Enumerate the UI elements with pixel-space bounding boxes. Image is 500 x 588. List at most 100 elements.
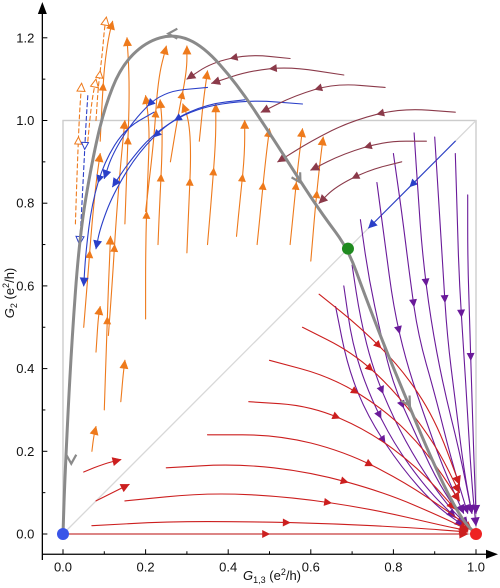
flow-mid-arrowhead [94,69,104,79]
flow-line [78,95,89,246]
y-tick-label: 1.0 [16,113,34,128]
flow-mid-arrowhead [268,64,278,73]
flow-arrowhead [105,235,115,245]
flow-line-group [145,45,169,213]
separatrix-arrowhead [166,27,178,40]
flow-line-group [310,140,427,171]
flow-line [301,326,461,494]
flow-line [95,483,130,502]
flow-arrowhead [310,162,321,171]
flow-line [83,459,122,473]
x-axis-label-main: G [243,568,253,583]
flow-line [248,401,456,510]
flow-line [268,359,461,502]
flow-arrowhead [100,15,110,27]
flow-line-group [165,464,469,531]
y-tick-label: 0.0 [16,527,34,542]
flow-mid-arrowhead [229,52,239,61]
flow-arrowhead [317,136,327,146]
flow-line [83,111,155,287]
flow-mid-arrowhead [147,98,156,107]
x-axis-label-units-close: /h) [286,568,301,583]
flow-line-group [318,161,403,204]
flow-line [454,153,477,527]
flow-arrowhead [89,77,100,89]
flow-arrowhead [111,457,122,466]
flow-line-group [256,128,273,246]
flow-line [112,100,304,188]
flow-mid-arrowhead [364,362,374,372]
flow-line [392,153,469,514]
x-tick-label: 0.2 [137,559,155,574]
flow-line-group [87,77,100,142]
flow-line [182,103,192,254]
flow-arrowhead [159,45,169,56]
flow-mid-arrowhead [110,243,119,253]
flow-mid-arrowhead [376,108,385,117]
flow-line-group [94,15,110,122]
flow-arrowhead [79,277,89,287]
flow-mid-arrowhead [440,294,449,304]
flow-mid-arrowhead [421,278,430,287]
flow-line [91,521,469,533]
flow-line-group [62,529,469,539]
y-axis-label-units-close: /h) [2,268,17,283]
flow-arrowhead [201,70,211,80]
separatrix-arrowhead [400,395,412,408]
flow-line-group [93,99,246,250]
flow-line-group [107,119,129,337]
flow-mid-arrowhead [457,309,466,318]
flow-line-group [310,136,327,262]
flow-line-group [123,37,133,225]
flow-line-group [260,83,386,113]
flow-line-group [211,64,345,85]
y-tick-label: 0.6 [16,278,34,293]
flow-line-group [198,70,211,142]
flow-line-group [73,82,86,225]
flow-arrowhead [181,103,190,114]
flow-mid-arrowhead [364,458,374,467]
flow-mid-arrowhead [209,167,218,176]
flow-arrowhead [211,103,221,113]
flow-mid-arrowhead [151,109,160,118]
flow-arrowhead [240,119,250,129]
flow-line [124,493,469,532]
fixed-point-marker [341,242,354,255]
flow-line [413,132,473,514]
flow-arrowhead [451,483,460,494]
x-tick-label: 0.6 [302,559,320,574]
flow-mid-arrowhead [258,181,267,191]
ticks-layer: 0.0 0.2 0.4 0.6 0.8 1.0 0.0 0.2 0.4 0.6 0.8 1.0 1.2 [16,30,485,574]
flow-line [165,464,469,531]
flow-line-group [413,132,475,514]
flow-mid-arrowhead [331,411,341,420]
flow-arrowhead [471,504,481,514]
flow-line-group [89,425,99,452]
flow-line [95,99,246,250]
flow-mid-arrowhead [153,129,162,138]
flow-line-group [206,434,473,531]
flow-line [99,20,114,142]
flow-arrowhead [452,475,461,486]
flow-arrowhead [451,491,460,502]
flow-line-group [142,95,152,320]
flow-line [318,161,403,204]
flow-mid-arrowhead [177,90,186,100]
flow-line-group [206,103,221,246]
y-axis-label-sub: 2 [9,303,19,308]
flow-line-group [235,119,250,237]
flow-mid-arrowhead [98,82,107,91]
flow-line-group [186,52,291,80]
flow-line [277,109,456,163]
flow-line [318,293,461,485]
flow-mid-arrowhead [374,409,382,419]
flow-mid-arrowhead [312,190,321,199]
flow-line-group [156,99,166,246]
flow-arrowhead [123,37,133,47]
flow-line-group [466,194,481,514]
separatrix-arrowhead [65,454,78,466]
flow-arrowhead [186,70,197,80]
separatrix-arrowhead [291,172,302,185]
flow-line-group [83,152,104,328]
